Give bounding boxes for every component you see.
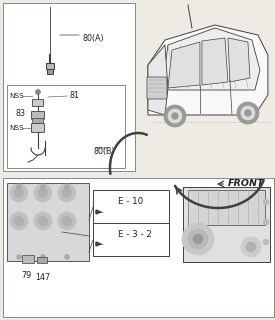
FancyBboxPatch shape [32,111,45,119]
Polygon shape [168,42,200,88]
Circle shape [241,237,261,257]
Text: FRONT: FRONT [228,179,265,188]
FancyBboxPatch shape [37,257,47,263]
Circle shape [263,219,269,225]
Text: 83: 83 [16,108,26,117]
Text: 147: 147 [35,274,50,283]
Circle shape [38,188,48,198]
Text: E - 3 - 2: E - 3 - 2 [118,229,152,238]
Circle shape [62,188,72,198]
Circle shape [58,212,76,230]
Circle shape [10,184,28,202]
Polygon shape [148,25,268,115]
Circle shape [263,239,269,245]
Circle shape [188,229,208,249]
Circle shape [62,216,72,226]
Circle shape [40,185,45,189]
Circle shape [241,106,255,120]
Circle shape [168,109,182,123]
FancyBboxPatch shape [7,85,125,168]
Circle shape [64,254,70,260]
Circle shape [64,185,70,189]
Circle shape [14,216,24,226]
Polygon shape [202,38,228,85]
Circle shape [263,199,269,205]
FancyBboxPatch shape [93,223,169,256]
Circle shape [245,110,251,116]
Circle shape [58,184,76,202]
FancyBboxPatch shape [7,183,89,261]
Circle shape [16,185,21,189]
Circle shape [16,254,21,260]
Circle shape [34,212,52,230]
Polygon shape [228,38,250,82]
Circle shape [182,223,214,255]
Circle shape [35,90,40,94]
Text: NSS: NSS [9,125,24,131]
Text: NSS: NSS [9,93,24,99]
Circle shape [14,188,24,198]
Text: 80(A): 80(A) [83,34,104,43]
Circle shape [237,102,259,124]
Text: 79: 79 [21,270,31,279]
FancyBboxPatch shape [32,124,45,132]
Polygon shape [96,210,101,214]
Circle shape [172,113,178,119]
Polygon shape [162,28,260,90]
FancyBboxPatch shape [3,178,274,317]
FancyBboxPatch shape [46,63,54,69]
Circle shape [164,105,186,127]
Polygon shape [96,242,101,246]
FancyBboxPatch shape [47,69,53,74]
Circle shape [10,212,28,230]
FancyBboxPatch shape [188,190,265,225]
Circle shape [193,234,203,244]
FancyBboxPatch shape [3,3,135,171]
FancyBboxPatch shape [93,190,169,223]
Text: E - 10: E - 10 [118,196,143,205]
Circle shape [40,254,45,260]
FancyBboxPatch shape [22,255,34,263]
Circle shape [34,184,52,202]
Polygon shape [148,45,168,115]
Text: 80(B): 80(B) [94,147,116,156]
Circle shape [246,242,256,252]
FancyBboxPatch shape [32,118,43,124]
FancyBboxPatch shape [147,77,167,99]
Text: 81: 81 [70,91,80,100]
Circle shape [38,216,48,226]
FancyBboxPatch shape [32,100,43,107]
FancyBboxPatch shape [183,187,270,262]
